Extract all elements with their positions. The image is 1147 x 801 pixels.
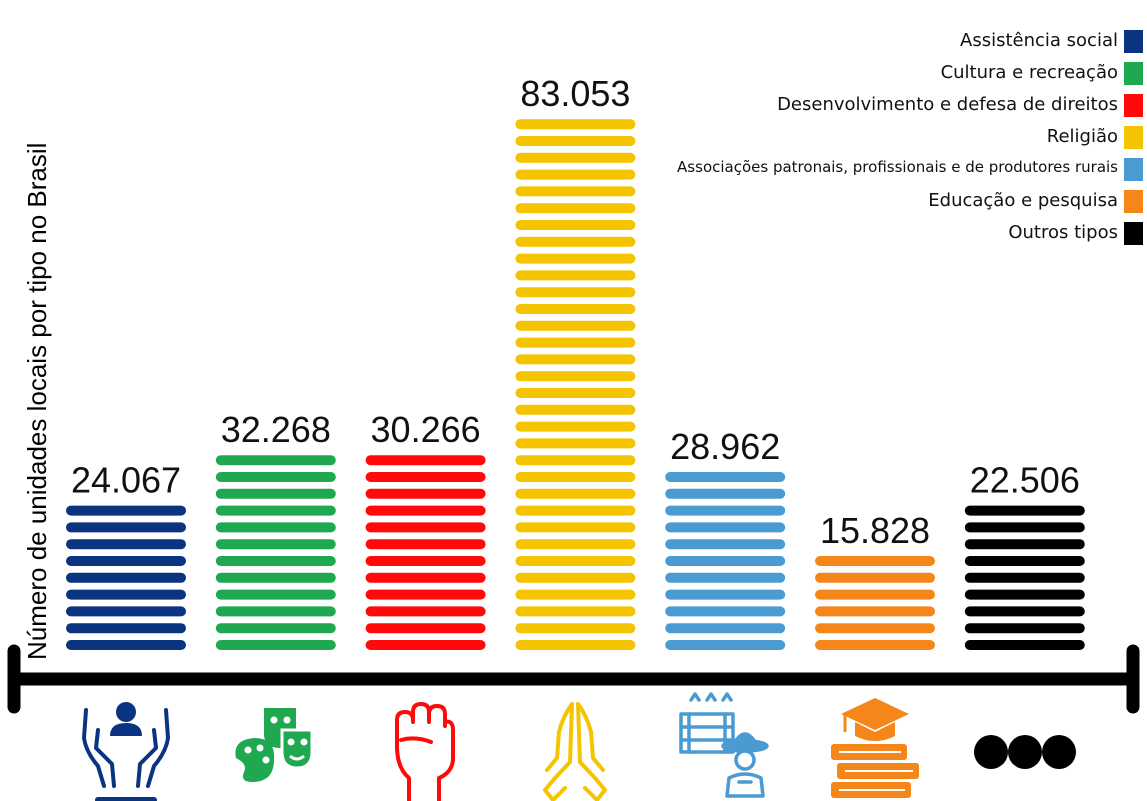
farmer-crate-icon: [679, 692, 769, 798]
legend-swatch: [1124, 30, 1143, 53]
data-label: 15.828: [820, 510, 930, 551]
data-label: 30.266: [371, 409, 481, 450]
data-label: 28.962: [670, 426, 780, 467]
legend-swatch: [1124, 94, 1143, 117]
data-label: 22.506: [970, 460, 1080, 501]
legend-swatch: [1124, 126, 1143, 149]
legend-item: Desenvolvimento e defesa de direitos: [673, 94, 1143, 117]
legend-swatch: [1124, 190, 1143, 213]
legend-label: Outros tipos: [1008, 222, 1118, 243]
bar-6: [815, 556, 935, 650]
theater-masks-palette-icon: [235, 708, 314, 782]
legend-item: Cultura e recreação: [673, 62, 1143, 85]
legend-label: Cultura e recreação: [940, 62, 1118, 83]
legend-label: Assistência social: [960, 30, 1118, 51]
bar-3: [365, 455, 486, 650]
legend-swatch: [1124, 158, 1143, 181]
bar-1: [66, 505, 186, 650]
praying-hands-icon: [543, 702, 607, 801]
ellipsis-icon: [974, 735, 1076, 769]
bar-5: [665, 472, 786, 650]
bar-7: [964, 505, 1085, 650]
bar-2: [215, 455, 336, 650]
y-axis-label: Número de unidades locais por tipo no Br…: [22, 143, 52, 660]
legend-label: Educação e pesquisa: [928, 190, 1118, 211]
legend-item: Educação e pesquisa: [673, 190, 1143, 213]
legend-item: Associações patronais, profissionais e d…: [673, 158, 1143, 181]
legend-swatch: [1124, 222, 1143, 245]
books-graduation-cap-icon: [831, 698, 919, 798]
data-label: 83.053: [520, 73, 630, 114]
raised-fist-icon: [395, 702, 455, 801]
data-label: 24.067: [71, 460, 181, 501]
legend-label: Desenvolvimento e defesa de direitos: [777, 94, 1118, 115]
data-label: 32.268: [221, 409, 331, 450]
legend-label: Religião: [1046, 126, 1118, 147]
hands-person-icon: [82, 702, 170, 801]
legend-label: Associações patronais, profissionais e d…: [677, 158, 1118, 176]
legend-item: Religião: [673, 126, 1143, 149]
legend-item: Assistência social: [673, 30, 1143, 53]
legend-swatch: [1124, 62, 1143, 85]
legend-item: Outros tipos: [673, 222, 1143, 245]
bar-4: [515, 119, 636, 650]
legend: Assistência social Cultura e recreação Des…: [673, 30, 1143, 254]
bars-group: 24.067 32.268 30.266 83.053 28.962 15.828 22.5…: [66, 73, 1085, 650]
x-axis-bar: [7, 644, 1140, 714]
